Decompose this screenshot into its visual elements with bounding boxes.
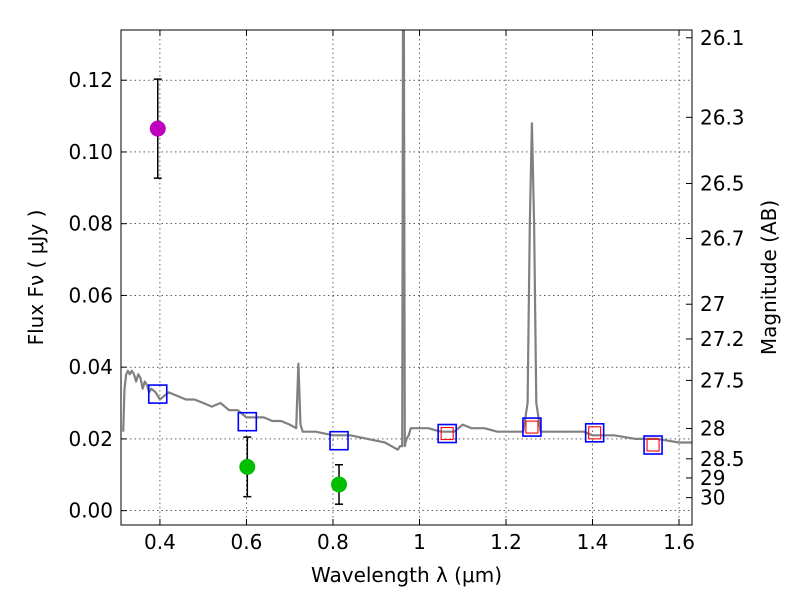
observed-square-point <box>646 438 660 452</box>
x-tick-label: 1.6 <box>663 530 695 554</box>
x-tick-label: 0.4 <box>144 530 176 554</box>
model-photometry-point <box>237 411 258 432</box>
y2-tick-label: 29 <box>700 466 725 490</box>
y-tick-label: 0.10 <box>68 140 113 164</box>
y2-tick-label: 26.3 <box>700 105 745 129</box>
y2-tick-label: 27.5 <box>700 368 745 392</box>
y-axis-label: Flux Fν ( μJy ) <box>24 210 48 346</box>
grid <box>121 30 692 525</box>
observed-flux-point <box>239 458 256 475</box>
observed-flux-point <box>149 120 166 137</box>
y2-tick-label: 27.2 <box>700 327 745 351</box>
x-tick-label: 0.6 <box>231 530 263 554</box>
y-tick-label: 0.02 <box>68 427 113 451</box>
y-tick-label: 0.04 <box>68 355 113 379</box>
x-tick-label: 1 <box>413 530 426 554</box>
y-tick-label: 0.00 <box>68 499 113 523</box>
observed-flux-point <box>331 476 348 493</box>
model-photometry-point <box>329 430 349 451</box>
y2-tick-label: 30 <box>700 486 725 510</box>
y-axis: 0.00 0.02 0.04 0.06 0.08 0.10 0.12 <box>68 68 127 523</box>
observed-square-point <box>588 426 602 440</box>
y-tick-label: 0.12 <box>68 68 113 92</box>
model-photometry-point <box>147 384 168 404</box>
y2-tick-label: 28.5 <box>700 447 745 471</box>
y2-tick-label: 26.1 <box>700 26 745 50</box>
x-tick-label: 0.8 <box>317 530 349 554</box>
model-photometry-point <box>584 423 605 443</box>
model-photometry-point <box>643 435 663 455</box>
observed-square-point <box>525 420 539 434</box>
plot-frame <box>120 29 693 526</box>
y2-tick-label: 28 <box>700 416 725 440</box>
spectrum-line <box>122 30 692 451</box>
y2-tick-label: 26.7 <box>700 227 745 251</box>
x-axis: 0.4 0.6 0.8 1 1.2 1.4 1.6 <box>144 30 695 554</box>
model-photometry-point <box>522 417 542 437</box>
y2-axis-label: Magnitude (AB) <box>757 200 781 355</box>
y2-tick-label: 27 <box>700 292 725 316</box>
model-photometry-point <box>437 423 457 444</box>
plot-area <box>122 30 692 505</box>
x-tick-label: 1.2 <box>490 530 522 554</box>
observed-square-point <box>440 426 454 441</box>
x-tick-label: 1.4 <box>577 530 609 554</box>
y-tick-label: 0.08 <box>68 212 113 236</box>
x-axis-label: Wavelength λ (μm) <box>311 563 502 587</box>
y2-tick-label: 26.5 <box>700 171 745 195</box>
y-tick-label: 0.06 <box>68 283 113 307</box>
